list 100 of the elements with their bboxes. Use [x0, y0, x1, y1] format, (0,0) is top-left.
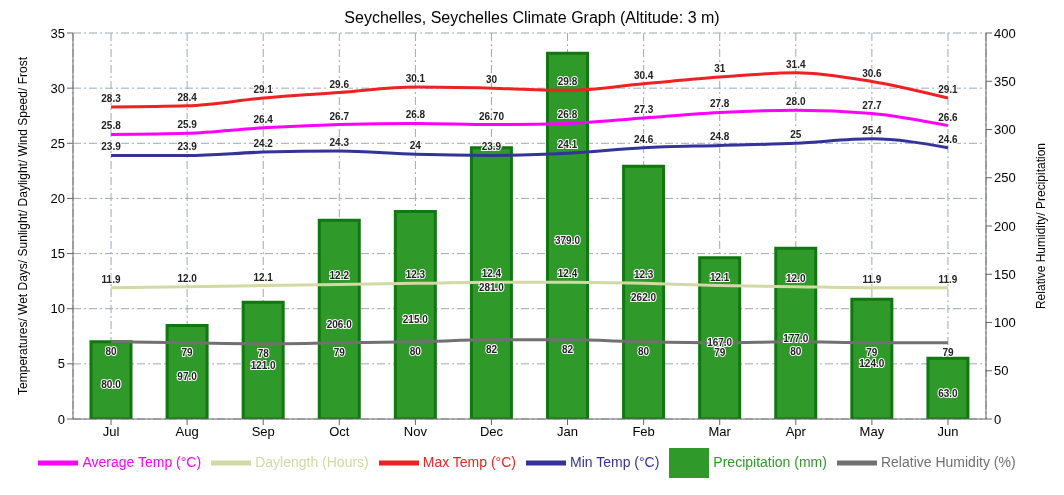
data-label: 23.9: [177, 141, 198, 153]
data-label: 79: [714, 346, 726, 358]
data-label: 27.8: [709, 98, 730, 110]
data-label: 26.8: [557, 109, 578, 121]
x-tick-label: Sep: [251, 424, 275, 440]
data-label: 63.0: [938, 387, 959, 399]
x-tick-label: May: [859, 424, 885, 440]
data-label: 30: [485, 74, 498, 86]
data-label: 79: [181, 346, 194, 358]
data-label: 25: [790, 129, 802, 141]
y2-tick-label: 0: [994, 411, 1002, 427]
y-tick-label: 20: [50, 191, 65, 207]
data-label: 27.7: [862, 99, 883, 111]
legend-label: Daylength (Hours): [255, 453, 369, 470]
data-label: 82: [561, 343, 574, 355]
y-tick-label: 25: [50, 135, 65, 151]
legend-label: Relative Humidity (%): [880, 453, 1016, 470]
data-label: 29.1: [253, 84, 274, 96]
legend-label: Average Temp (°C): [82, 453, 202, 470]
data-label: 30.1: [405, 73, 426, 85]
data-label: 12.1: [253, 271, 274, 283]
data-label: 24: [409, 140, 422, 152]
bar: [622, 164, 666, 419]
data-label: 26.4: [253, 113, 274, 125]
chart-title: Seychelles, Seychelles Climate Graph (Altitude: 3 m): [344, 9, 720, 26]
data-label: 28.4: [177, 91, 198, 103]
legend-label: Min Temp (°C): [570, 453, 660, 470]
data-label: 12.3: [633, 269, 654, 281]
data-label: 80: [638, 345, 650, 357]
data-label: 79: [333, 346, 346, 358]
data-label: 12.0: [177, 272, 198, 284]
bar: [850, 297, 894, 419]
data-label: 12.4: [481, 268, 502, 280]
data-label: 78: [257, 347, 270, 359]
y2-tick-label: 350: [994, 73, 1016, 89]
data-label: 29.6: [329, 78, 350, 90]
data-label: 25.8: [101, 120, 122, 132]
data-label: 24.1: [557, 139, 578, 151]
y-tick-label: 5: [57, 356, 65, 372]
y-tick-label: 30: [50, 80, 65, 96]
data-label: 97.0: [177, 371, 198, 383]
data-label: 26.70: [478, 110, 505, 122]
data-label: 29.8: [557, 76, 578, 88]
data-label: 31.4: [786, 58, 806, 70]
data-label: 24.2: [253, 138, 274, 150]
data-label: 82: [485, 343, 498, 355]
data-label: 206.0: [326, 318, 353, 330]
data-label: 25.4: [862, 124, 883, 136]
data-label: 80: [409, 345, 422, 357]
data-label: 262.0: [631, 291, 657, 303]
data-label: 26.7: [329, 110, 350, 122]
y-tick-label: 0: [57, 411, 65, 427]
y2-tick-label: 100: [994, 315, 1016, 331]
data-label: 27.3: [633, 103, 654, 115]
data-label: 24.8: [709, 131, 730, 143]
data-label: 80: [105, 345, 118, 357]
data-label: 79: [942, 346, 954, 358]
y2-axis-title: Relative Humidity/ Precipitation: [1034, 142, 1049, 310]
data-label: 28.0: [786, 96, 806, 108]
y-tick-label: 10: [50, 301, 65, 317]
bar: [926, 356, 970, 419]
data-label: 12.3: [405, 269, 426, 281]
x-tick-label: Nov: [403, 424, 428, 440]
x-tick-label: Aug: [175, 424, 199, 440]
data-label: 30.6: [862, 67, 883, 79]
data-label: 80.0: [101, 379, 122, 391]
x-tick-label: Oct: [329, 424, 350, 440]
data-label: 12.0: [786, 272, 806, 284]
data-label: 80: [790, 345, 802, 357]
x-tick-label: Jul: [102, 424, 120, 440]
data-label: 215.0: [402, 314, 429, 326]
bar: [317, 218, 361, 419]
x-tick-label: Mar: [708, 424, 732, 440]
data-label: 167.0: [707, 337, 733, 349]
data-label: 30.4: [633, 69, 654, 81]
data-label: 281.0: [478, 282, 505, 294]
data-label: 121.0: [250, 359, 277, 371]
x-tick-label: Feb: [632, 424, 655, 440]
data-label: 24.6: [938, 133, 959, 145]
data-label: 12.2: [329, 270, 350, 282]
y-tick-label: 35: [50, 25, 65, 41]
data-label: 177.0: [783, 332, 809, 344]
data-label: 11.9: [938, 273, 958, 285]
data-label: 11.9: [862, 273, 882, 285]
data-label: 11.9: [101, 273, 121, 285]
y-axis-title: Temperatures/ Wet Days/ Sunlight/ Daylight/ Wind Speed/ Frost: [16, 56, 31, 395]
bar: [393, 210, 437, 419]
y2-tick-label: 400: [994, 25, 1016, 41]
data-label: 12.1: [709, 271, 730, 283]
y2-tick-label: 300: [994, 122, 1016, 138]
data-label: 124.0: [859, 358, 885, 370]
data-label: 12.4: [557, 268, 578, 280]
y-tick-label: 15: [50, 246, 65, 262]
data-label: 79: [866, 346, 878, 358]
y2-tick-label: 200: [994, 218, 1016, 234]
data-label: 29.1: [938, 84, 959, 96]
data-label: 23.9: [101, 141, 122, 153]
legend-label: Max Temp (°C): [422, 453, 516, 470]
x-tick-label: Dec: [479, 424, 504, 440]
y2-tick-label: 50: [994, 363, 1009, 379]
